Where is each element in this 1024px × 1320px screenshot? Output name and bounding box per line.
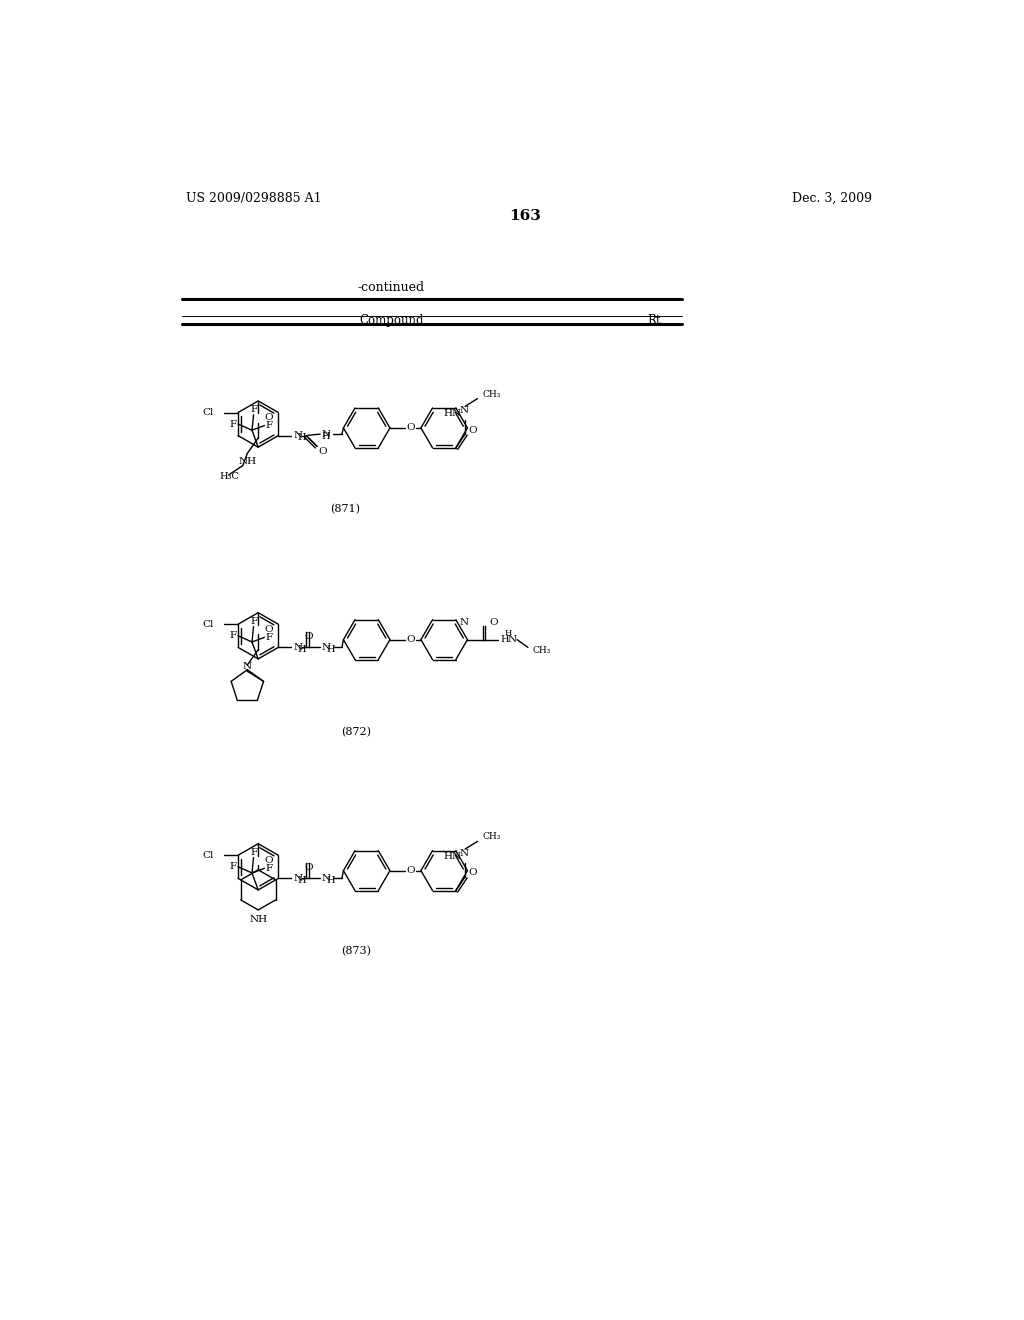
Text: H: H (297, 433, 305, 442)
Text: US 2009/0298885 A1: US 2009/0298885 A1 (186, 191, 322, 205)
Text: H: H (327, 876, 335, 884)
Text: NH: NH (239, 457, 256, 466)
Text: N: N (322, 874, 331, 883)
Text: O: O (407, 424, 415, 433)
Text: HN: HN (443, 409, 461, 417)
Text: F: F (250, 847, 257, 857)
Text: N: N (460, 407, 469, 416)
Text: O: O (264, 857, 273, 865)
Text: N: N (293, 874, 302, 883)
Text: N: N (508, 635, 517, 644)
Text: (872): (872) (342, 727, 372, 737)
Text: (871): (871) (330, 504, 360, 513)
Text: Rt: Rt (647, 314, 660, 326)
Text: O: O (407, 635, 415, 644)
Text: F: F (229, 420, 237, 429)
Text: O: O (264, 413, 273, 422)
Text: O: O (469, 869, 477, 878)
Text: N: N (293, 643, 302, 652)
Text: H: H (327, 645, 335, 653)
Text: O: O (304, 632, 313, 642)
Text: O: O (489, 618, 498, 627)
Text: NH: NH (249, 915, 267, 924)
Text: Cl: Cl (203, 851, 214, 859)
Text: -continued: -continued (358, 281, 425, 294)
Text: N: N (322, 429, 331, 438)
Text: F: F (265, 421, 272, 430)
Text: N: N (293, 432, 302, 440)
Text: Compound: Compound (359, 314, 424, 326)
Text: F: F (229, 631, 237, 640)
Text: CH₃: CH₃ (482, 832, 501, 841)
Text: N: N (243, 663, 252, 671)
Text: F: F (265, 863, 272, 873)
Text: O: O (264, 626, 273, 634)
Text: F: F (250, 616, 257, 626)
Text: N: N (460, 849, 469, 858)
Text: N: N (460, 618, 469, 627)
Text: H: H (322, 432, 331, 441)
Text: F: F (229, 862, 237, 871)
Text: Cl: Cl (203, 620, 214, 628)
Text: F: F (250, 405, 257, 414)
Text: CH₃: CH₃ (532, 645, 551, 655)
Text: 163: 163 (509, 209, 541, 223)
Text: O: O (304, 863, 313, 873)
Text: O: O (469, 425, 477, 434)
Text: H: H (500, 635, 509, 644)
Text: N: N (322, 643, 331, 652)
Text: H: H (297, 876, 305, 884)
Text: CH₃: CH₃ (482, 389, 501, 399)
Text: H: H (505, 630, 512, 638)
Text: H₃C: H₃C (219, 473, 240, 480)
Text: O: O (407, 866, 415, 875)
Text: Dec. 3, 2009: Dec. 3, 2009 (792, 191, 872, 205)
Text: Cl: Cl (203, 408, 214, 417)
Text: H: H (297, 645, 305, 653)
Text: O: O (318, 447, 327, 457)
Text: (873): (873) (342, 946, 372, 957)
Text: F: F (265, 632, 272, 642)
Text: HN: HN (443, 851, 461, 861)
